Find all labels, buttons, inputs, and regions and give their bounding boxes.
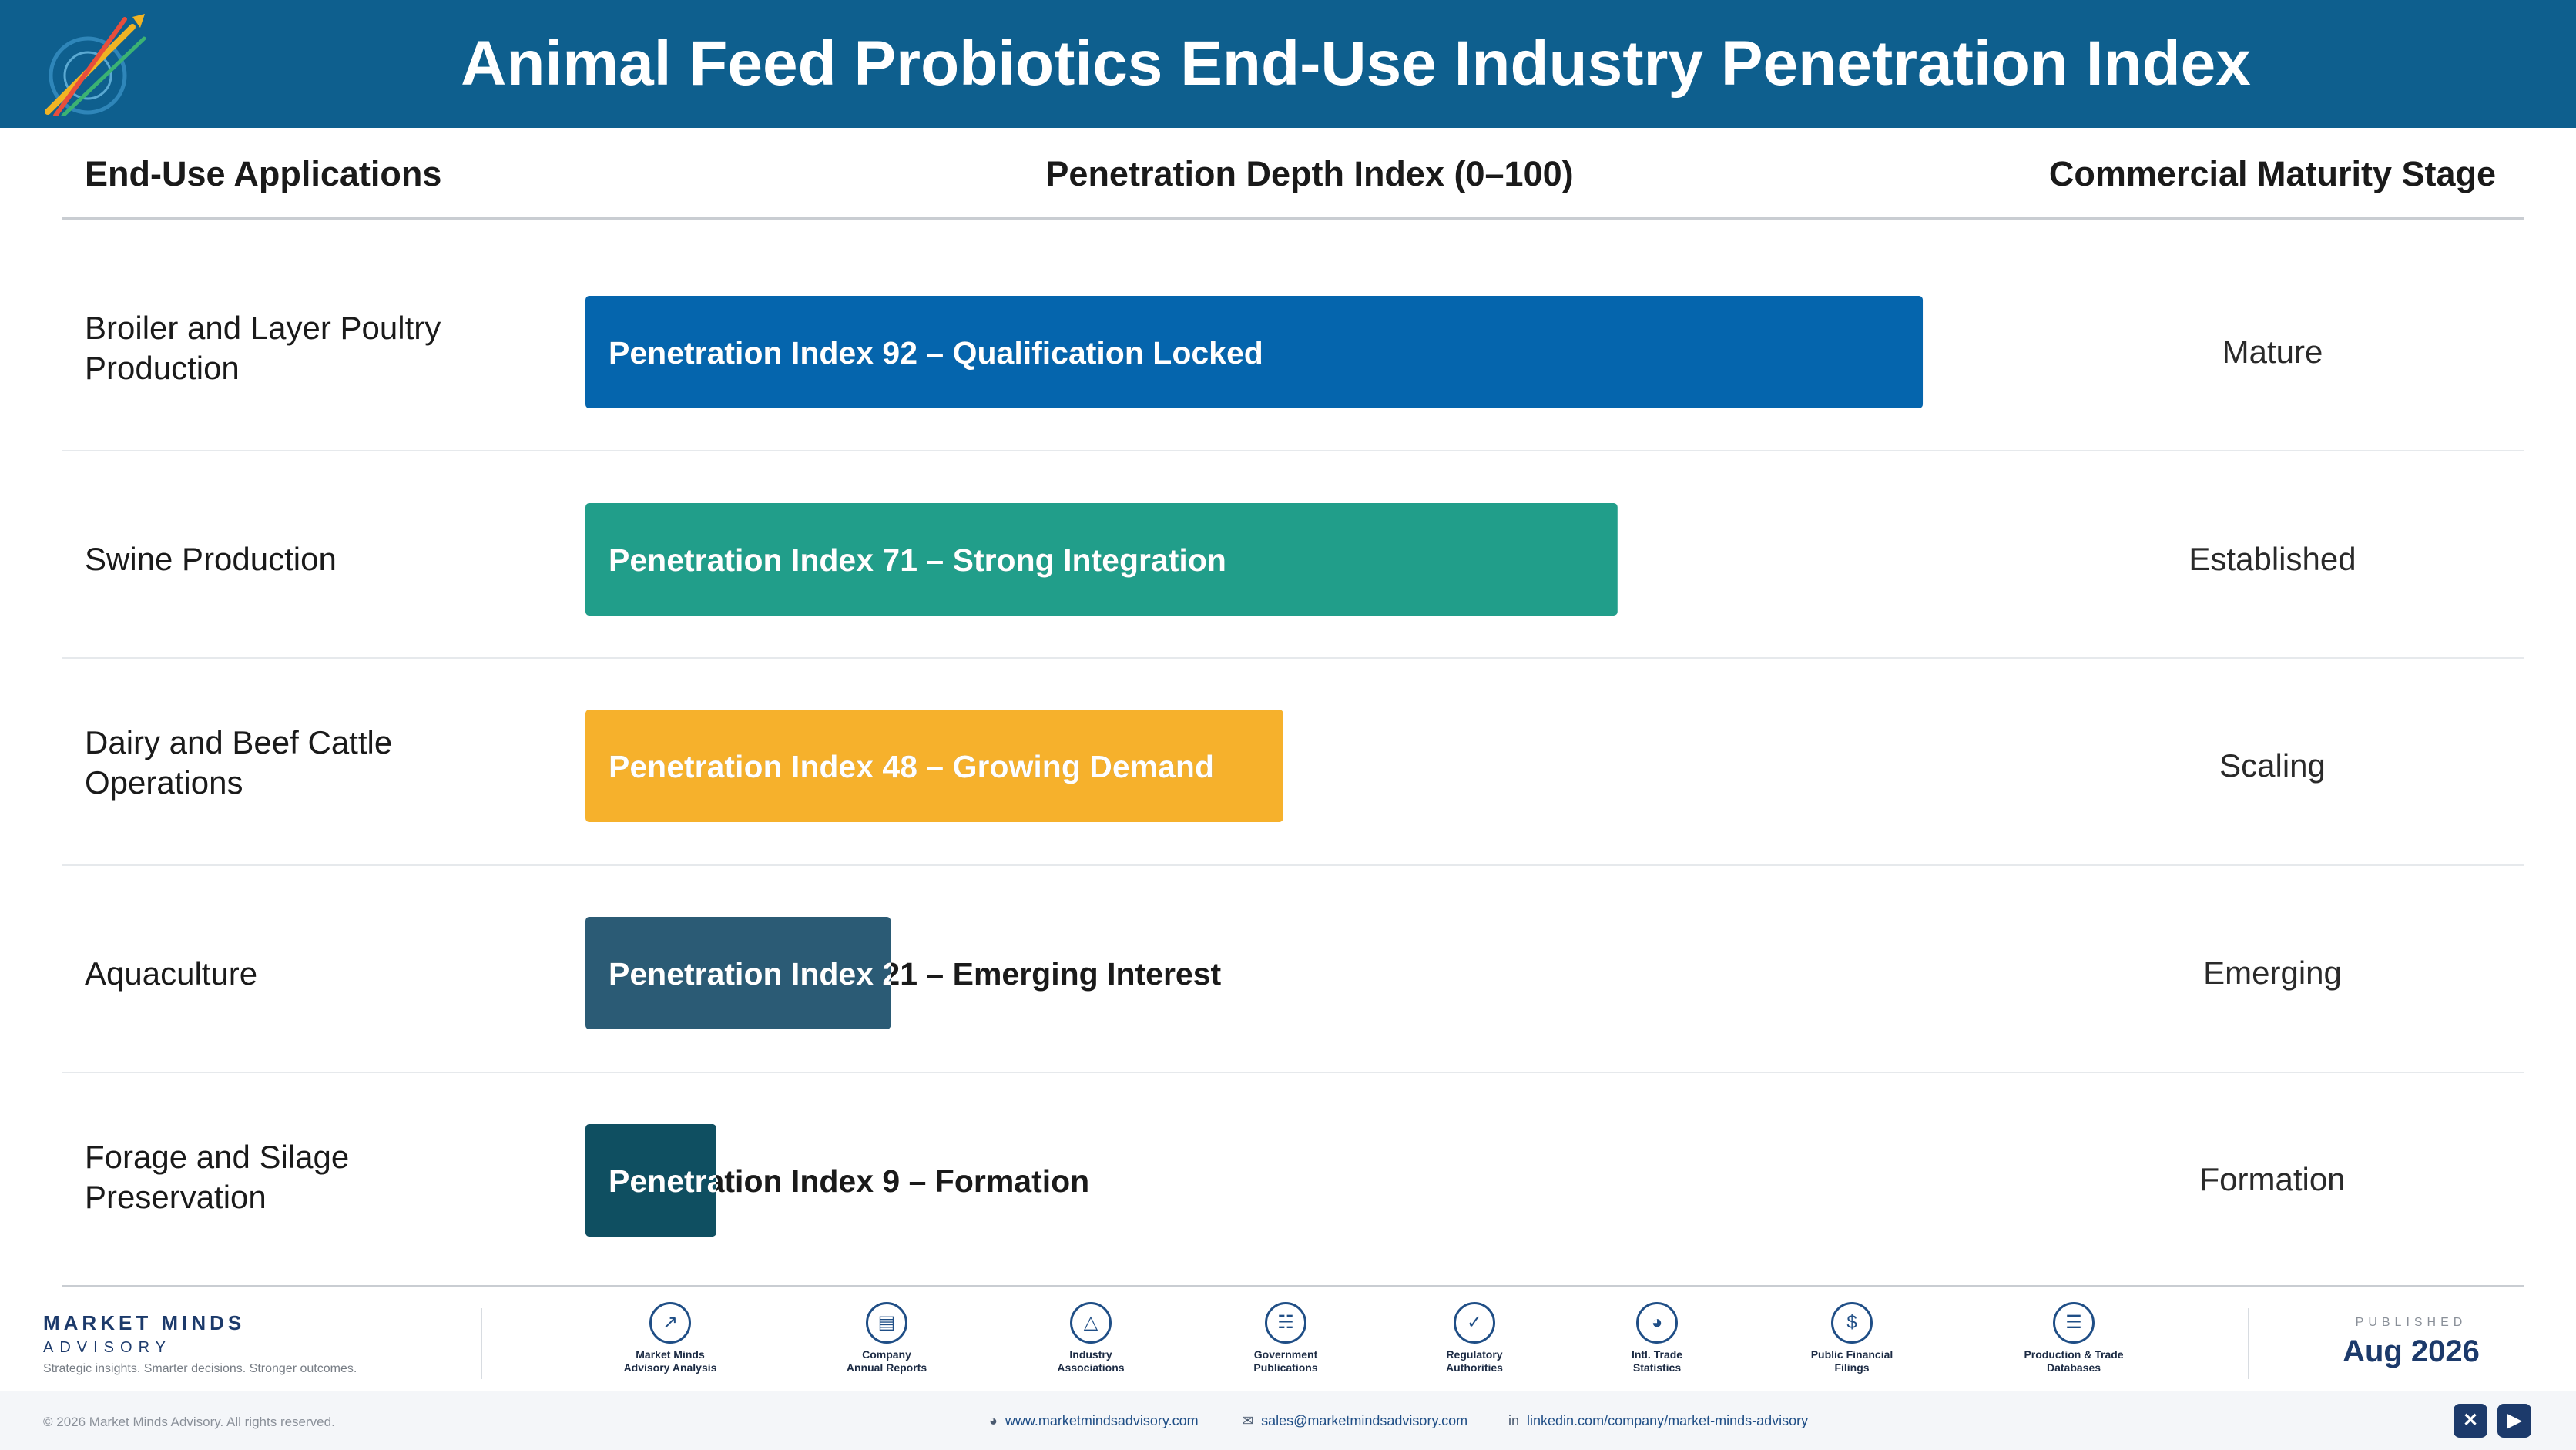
source-label: Public Financial Filings [1810,1348,1893,1374]
source-item: △ Industry Associations [1006,1302,1176,1374]
bar [585,296,1924,408]
youtube-icon[interactable]: ▶ [2497,1404,2531,1438]
source-item: $ Public Financial Filings [1767,1302,1937,1374]
trend-chart-icon: ↗ [649,1302,691,1344]
maturity-stage-label: Scaling [2219,747,2326,784]
maturity-stage-label: Formation [2199,1161,2346,1197]
shield-check-icon: ✓ [1454,1302,1495,1344]
published-label: PUBLISHED [2355,1316,2467,1329]
source-item: ◕ Intl. Trade Statistics [1572,1302,1742,1374]
brand-name: MARKET MINDS [43,1311,246,1334]
page-title: Animal Feed Probiotics End-Use Industry … [461,29,2251,99]
bar-data-label: Penetration Index 48 – Growing Demand [609,749,1214,784]
bar-data-label: Penetration Index 9 – Formation [609,1163,1089,1199]
source-item: ✓ Regulatory Authorities [1390,1302,1559,1374]
linkedin-icon: in [1508,1413,1520,1428]
brand-tagline: Strategic insights. Smarter decisions. S… [43,1362,357,1375]
copyright-text: © 2026 Market Minds Advisory. All rights… [43,1415,335,1429]
bar-data-label: Penetration Index 9 – Formation [609,1163,1089,1199]
source-label: Industry Associations [1057,1348,1125,1374]
source-item: ↗ Market Minds Advisory Analysis [585,1302,755,1374]
row-divider [62,1072,2524,1073]
source-item: ☰ Production & Trade Databases [1989,1302,2158,1374]
source-item: ▤ Company Annual Reports [802,1302,971,1374]
bar [585,710,1283,822]
network-icon: △ [1070,1302,1112,1344]
bar [585,917,891,1029]
source-label: Market Minds Advisory Analysis [623,1348,717,1374]
published-date: Aug 2026 [2343,1334,2480,1368]
database-icon: ☰ [2053,1302,2095,1344]
bar-data-label: Penetration Index 92 – Qualification Loc… [609,335,1263,371]
website-link[interactable]: ◕ www.marketmindsadvisory.com [989,1413,1199,1428]
header-bar: Animal Feed Probiotics End-Use Industry … [0,0,2576,128]
document-icon: ▤ [866,1302,907,1344]
maturity-stage-label: Emerging [2203,955,2342,991]
bar-data-label: Penetration Index 71 – Strong Integratio… [609,542,1226,578]
maturity-stage-label: Established [2189,541,2356,577]
row-divider [62,864,2524,866]
bar-data-label: Penetration Index 21 – Emerging Interest [609,956,1222,992]
government-building-icon: ☵ [1265,1302,1306,1344]
source-label: Government Publications [1253,1348,1318,1374]
footer: MARKET MINDS ADVISORY Strategic insights… [0,1294,2576,1450]
email-link[interactable]: ✉ sales@marketmindsadvisory.com [1242,1413,1468,1428]
maturity-stage-label: Mature [2222,334,2323,370]
application-label: Dairy and Beef Cattle Operations [85,724,393,801]
bar-data-label: Penetration Index 21 – Emerging Interest [609,956,1222,992]
column-header-applications: End-Use Applications [85,154,442,193]
source-label: Regulatory Authorities [1446,1348,1503,1374]
bar-data-label: Penetration Index 92 – Qualification Loc… [609,335,1263,371]
globe-icon: ◕ [1636,1302,1678,1344]
market-minds-logo-icon [45,14,146,120]
x-twitter-icon[interactable]: ✕ [2454,1404,2487,1438]
application-label: Broiler and Layer Poultry Production [85,310,441,386]
footer-divider [2248,1308,2249,1379]
envelope-icon: ✉ [1242,1413,1254,1428]
bar-data-label: Penetration Index 71 – Strong Integratio… [609,542,1226,578]
row-divider [62,657,2524,659]
header-divider [62,217,2524,220]
application-label: Swine Production [85,541,337,577]
footer-divider [481,1308,482,1379]
dollar-coin-icon: $ [1831,1302,1873,1344]
source-label: Company Annual Reports [846,1348,927,1374]
source-item: ☵ Government Publications [1201,1302,1370,1374]
column-header-penetration-depth: Penetration Depth Index (0–100) [1045,154,1574,193]
column-header-maturity-stage: Commercial Maturity Stage [2048,154,2497,193]
bar-data-label: Penetration Index 48 – Growing Demand [609,749,1214,784]
footer-sources-band: MARKET MINDS ADVISORY Strategic insights… [0,1294,2576,1391]
bar [585,503,1618,616]
bar [585,1124,716,1237]
row-divider [62,450,2524,451]
globe-icon: ◕ [989,1413,998,1428]
source-label: Production & Trade Databases [2024,1348,2124,1374]
linkedin-link[interactable]: in linkedin.com/company/market-minds-advi… [1508,1413,1809,1428]
application-label: Forage and Silage Preservation [85,1139,350,1215]
application-label: Aquaculture [85,955,258,992]
source-label: Intl. Trade Statistics [1631,1348,1683,1374]
table-bottom-divider [62,1285,2524,1287]
brand-subtitle: ADVISORY [43,1339,172,1356]
